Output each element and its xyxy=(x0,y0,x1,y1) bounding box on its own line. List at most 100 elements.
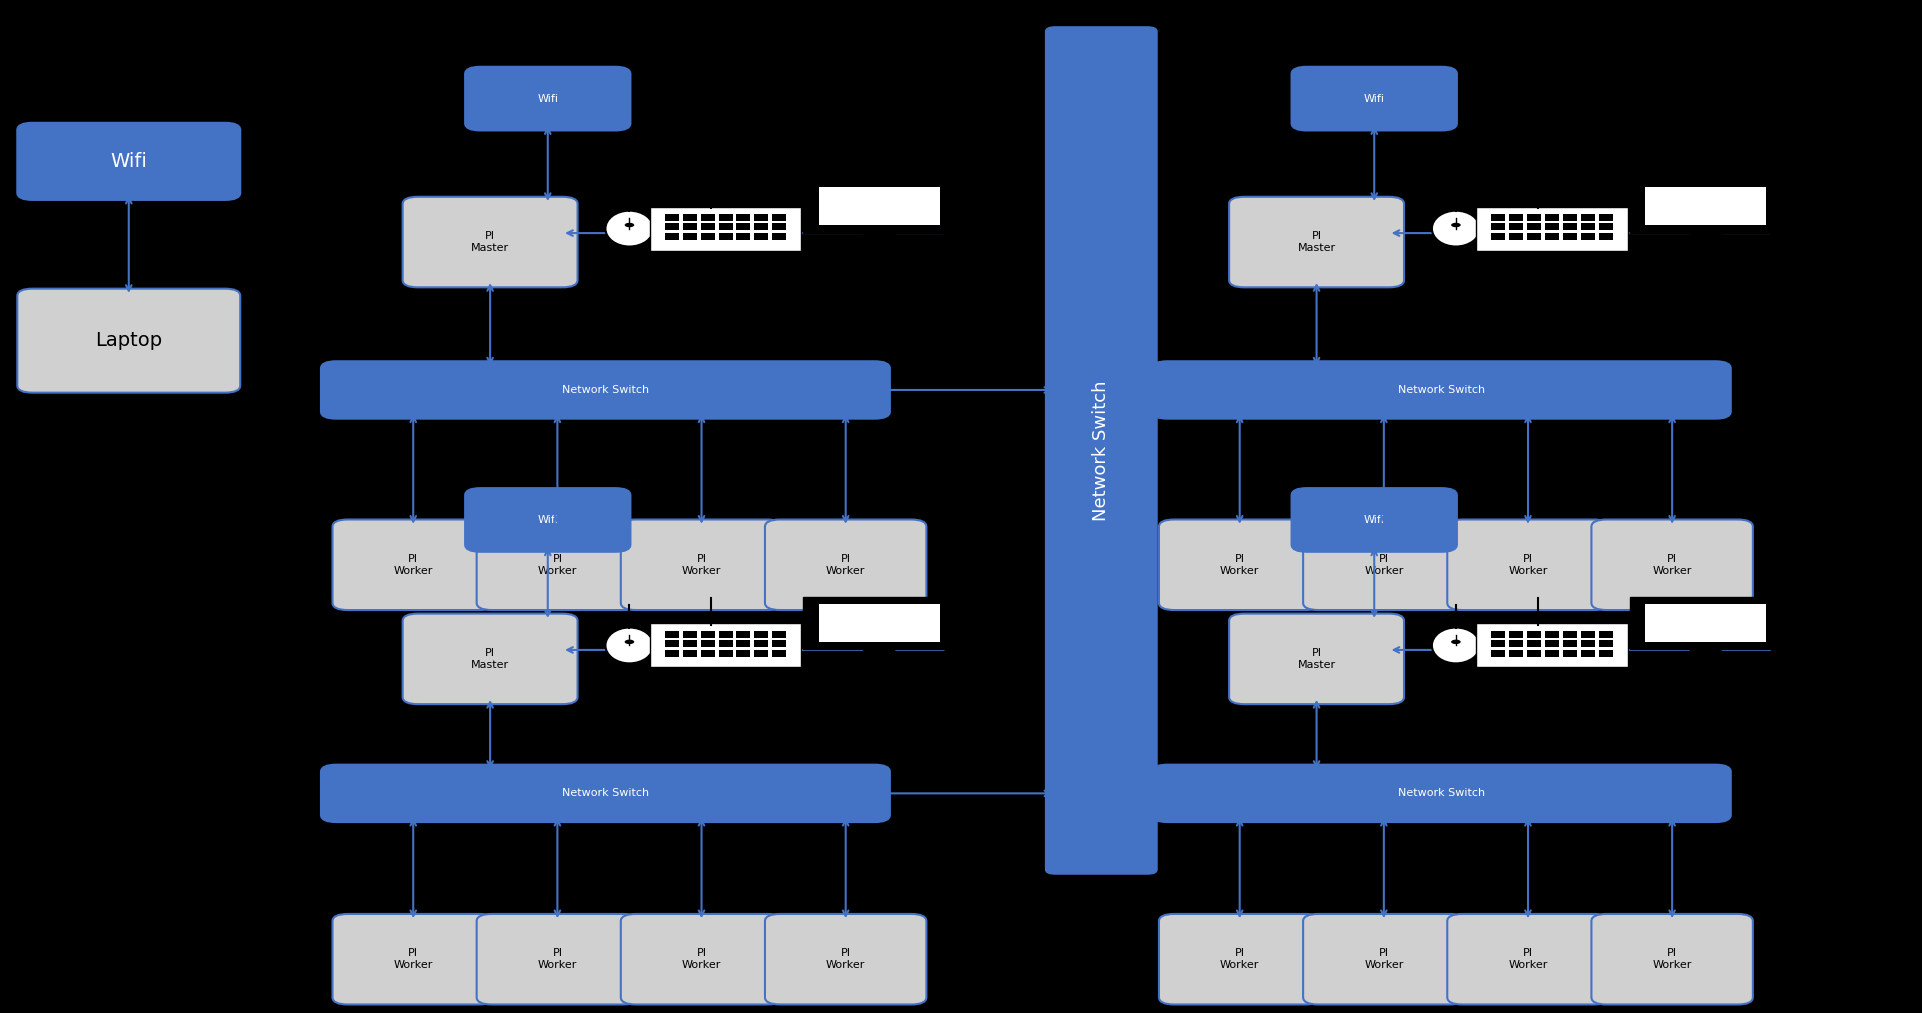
Bar xyxy=(682,640,698,647)
Bar xyxy=(832,663,928,669)
FancyBboxPatch shape xyxy=(650,207,801,250)
Bar xyxy=(1509,214,1524,221)
Text: Wifi: Wifi xyxy=(1365,515,1384,525)
FancyBboxPatch shape xyxy=(1591,914,1753,1005)
Text: Network Switch: Network Switch xyxy=(1397,385,1486,395)
Text: PI
Worker: PI Worker xyxy=(538,554,577,575)
FancyBboxPatch shape xyxy=(321,765,890,823)
Bar xyxy=(773,650,786,656)
Bar xyxy=(682,631,698,637)
Text: Wifi: Wifi xyxy=(1365,93,1384,103)
FancyBboxPatch shape xyxy=(621,520,782,610)
FancyBboxPatch shape xyxy=(765,914,926,1005)
FancyBboxPatch shape xyxy=(1645,604,1766,642)
FancyBboxPatch shape xyxy=(1303,520,1465,610)
Bar xyxy=(719,631,732,637)
Bar xyxy=(702,214,715,221)
Bar xyxy=(736,650,750,656)
Text: PI
Worker: PI Worker xyxy=(1509,948,1547,970)
FancyBboxPatch shape xyxy=(621,914,782,1005)
Bar xyxy=(665,233,678,240)
Bar xyxy=(736,224,750,230)
Text: PI
Worker: PI Worker xyxy=(394,948,432,970)
Text: Network Switch: Network Switch xyxy=(561,788,650,798)
Text: PI
Master: PI Master xyxy=(1297,231,1336,253)
FancyBboxPatch shape xyxy=(1476,623,1628,668)
Bar xyxy=(702,224,715,230)
Bar xyxy=(753,640,769,647)
Bar xyxy=(753,214,769,221)
Bar xyxy=(1528,631,1541,637)
FancyBboxPatch shape xyxy=(465,488,630,552)
FancyBboxPatch shape xyxy=(765,520,926,610)
Bar xyxy=(665,631,678,637)
Bar xyxy=(1491,224,1505,230)
Bar xyxy=(736,640,750,647)
Bar xyxy=(719,640,732,647)
FancyBboxPatch shape xyxy=(803,597,955,649)
Text: PI
Worker: PI Worker xyxy=(682,554,721,575)
FancyBboxPatch shape xyxy=(819,187,940,226)
Text: PI
Worker: PI Worker xyxy=(1653,554,1691,575)
Bar xyxy=(1659,663,1755,669)
Text: Network Switch: Network Switch xyxy=(561,385,650,395)
Bar xyxy=(1528,233,1541,240)
FancyBboxPatch shape xyxy=(650,623,801,668)
Text: PI
Worker: PI Worker xyxy=(826,554,865,575)
Circle shape xyxy=(1451,639,1461,644)
FancyBboxPatch shape xyxy=(1292,488,1457,552)
Bar xyxy=(682,233,698,240)
Text: Network Switch: Network Switch xyxy=(1397,788,1486,798)
Bar xyxy=(702,640,715,647)
Bar xyxy=(1563,640,1576,647)
Text: Wifi: Wifi xyxy=(538,93,557,103)
Circle shape xyxy=(625,223,634,227)
Bar xyxy=(753,233,769,240)
FancyBboxPatch shape xyxy=(465,67,630,131)
Bar xyxy=(773,214,786,221)
Bar xyxy=(719,224,732,230)
FancyBboxPatch shape xyxy=(803,179,955,233)
Bar xyxy=(1599,233,1613,240)
Bar xyxy=(719,214,732,221)
FancyBboxPatch shape xyxy=(1630,179,1782,233)
Bar xyxy=(665,214,678,221)
Bar xyxy=(1545,640,1559,647)
Bar xyxy=(682,650,698,656)
FancyBboxPatch shape xyxy=(1645,187,1766,226)
FancyBboxPatch shape xyxy=(1153,765,1732,823)
Bar xyxy=(773,224,786,230)
Bar xyxy=(1563,233,1576,240)
Polygon shape xyxy=(1688,647,1726,664)
Text: PI
Master: PI Master xyxy=(471,231,509,253)
Bar xyxy=(1599,650,1613,656)
FancyBboxPatch shape xyxy=(1230,197,1405,288)
Bar xyxy=(1599,214,1613,221)
Polygon shape xyxy=(861,647,899,664)
Bar xyxy=(736,631,750,637)
Bar xyxy=(1580,233,1595,240)
Bar xyxy=(1528,214,1541,221)
Ellipse shape xyxy=(1432,627,1480,664)
FancyBboxPatch shape xyxy=(1630,597,1782,649)
Bar xyxy=(1545,233,1559,240)
FancyBboxPatch shape xyxy=(404,614,579,704)
Circle shape xyxy=(1451,223,1461,227)
Text: PI
Worker: PI Worker xyxy=(1365,948,1403,970)
FancyBboxPatch shape xyxy=(1159,914,1320,1005)
FancyBboxPatch shape xyxy=(1447,914,1609,1005)
Bar xyxy=(1563,214,1576,221)
Bar xyxy=(1491,631,1505,637)
Polygon shape xyxy=(861,231,899,247)
Bar xyxy=(1545,631,1559,637)
Bar xyxy=(1659,245,1755,251)
Bar xyxy=(1509,224,1524,230)
Bar xyxy=(665,640,678,647)
Bar xyxy=(1599,631,1613,637)
Bar xyxy=(1563,224,1576,230)
Bar xyxy=(773,233,786,240)
Bar xyxy=(665,224,678,230)
Bar xyxy=(665,650,678,656)
FancyBboxPatch shape xyxy=(1230,614,1405,704)
FancyBboxPatch shape xyxy=(404,197,579,288)
